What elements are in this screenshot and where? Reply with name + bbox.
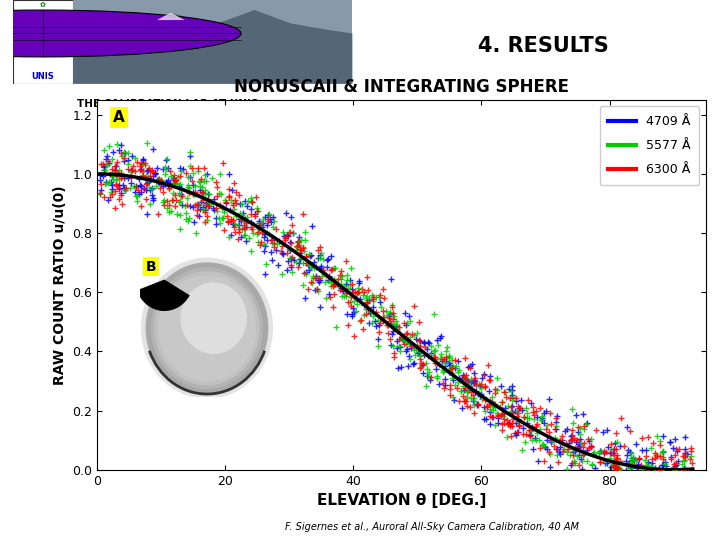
X-axis label: ELEVATION θ [DEG.]: ELEVATION θ [DEG.] <box>317 493 486 508</box>
Text: B: B <box>145 260 156 274</box>
Polygon shape <box>73 10 352 84</box>
Legend: 4709 Å, 5577 Å, 6300 Å: 4709 Å, 5577 Å, 6300 Å <box>600 106 699 185</box>
Text: ✿: ✿ <box>40 2 46 8</box>
Bar <box>13 0 73 84</box>
Y-axis label: RAW COUNT RATIO u/u(0): RAW COUNT RATIO u/u(0) <box>53 185 67 384</box>
Wedge shape <box>137 280 190 311</box>
Text: F. Sigernes et al., Auroral All-Sky Camera Calibration, 40 AM: F. Sigernes et al., Auroral All-Sky Came… <box>285 522 579 532</box>
Circle shape <box>0 10 241 57</box>
Title: NORUSCAII & INTEGRATING SPHERE: NORUSCAII & INTEGRATING SPHERE <box>234 78 569 96</box>
Text: UNIS: UNIS <box>32 72 55 81</box>
Text: 4. RESULTS: 4. RESULTS <box>478 36 608 56</box>
Circle shape <box>145 262 269 394</box>
Circle shape <box>181 282 247 354</box>
Polygon shape <box>157 12 185 20</box>
Bar <box>73 0 352 84</box>
Text: A: A <box>113 110 125 125</box>
Text: THE CALIBRATION LAB AT UNIS: THE CALIBRATION LAB AT UNIS <box>76 99 258 109</box>
